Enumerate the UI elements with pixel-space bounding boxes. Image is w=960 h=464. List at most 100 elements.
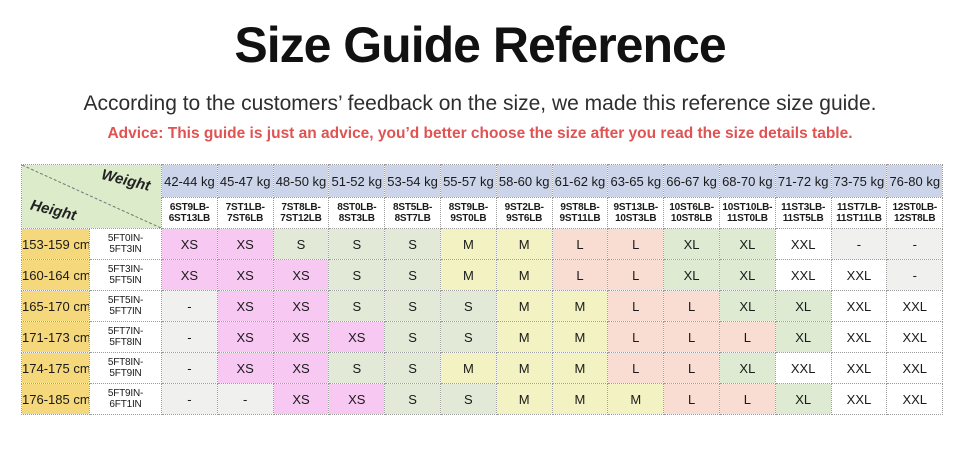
size-cell: - (830, 228, 888, 260)
weight-lb-line: 8ST0LB- (337, 202, 377, 213)
size-cell: XL (718, 290, 776, 322)
size-cell: S (328, 290, 386, 322)
height-ftin-line: 5FT7IN (109, 306, 142, 317)
diagonal-divider-line (22, 165, 161, 228)
size-cell: XL (774, 383, 832, 415)
size-cell: XS (272, 352, 330, 384)
weight-lb-line: 12ST8LB (894, 213, 936, 224)
size-cell: XS (272, 259, 330, 291)
weight-lb-line: 8ST3LB (338, 213, 375, 224)
size-cell: S (384, 321, 441, 353)
size-cell: XL (663, 228, 720, 260)
size-cell: - (886, 259, 944, 291)
size-table-row: 171-173 cm 5FT7IN- 5FT8IN - XS XS XS S S M M L L L XL X… (21, 321, 944, 353)
weight-lb-header: 8ST5LB- 8ST7LB (384, 197, 441, 229)
size-cell: M (439, 352, 497, 384)
size-cell: XXL (830, 383, 888, 415)
size-cell: S (328, 352, 386, 384)
height-ftin-line: 5FT0IN- (107, 233, 144, 244)
size-cell: M (607, 383, 665, 415)
weight-kg-header: 48-50 kg (272, 164, 330, 198)
size-guide-table: Weight Height 42-44 kg 45-47 kg 48-50 kg 51-5… (21, 164, 944, 415)
height-ftin-line: 5FT9IN (109, 368, 142, 379)
weight-kg-header: 71-72 kg (774, 164, 832, 198)
size-cell: - (161, 383, 218, 415)
size-cell: S (384, 228, 441, 260)
size-cell: XS (328, 383, 386, 415)
weight-lb-line: 7ST6LB (227, 213, 264, 224)
weight-lb-line: 8ST5LB- (393, 202, 433, 213)
size-cell: XS (272, 383, 330, 415)
size-cell: XXL (886, 352, 944, 384)
weight-lb-line: 7ST8LB- (281, 202, 321, 213)
size-cell: XS (216, 228, 274, 260)
page-title: Size Guide Reference (234, 17, 726, 73)
weight-lb-line: 9ST0LB (450, 213, 487, 224)
size-cell: M (551, 383, 609, 415)
weight-kg-header: 51-52 kg (328, 164, 386, 198)
size-cell: XXL (886, 321, 944, 353)
size-cell: XXL (830, 290, 888, 322)
size-table-row: 174-175 cm 5FT8IN- 5FT9IN - XS XS S S M M M L L XL XXL… (21, 352, 944, 384)
size-cell: L (718, 321, 776, 353)
size-cell: XS (272, 290, 330, 322)
weight-lb-line: 12ST0LB- (892, 202, 938, 213)
height-ftin-line: 5FT3IN- (107, 264, 144, 275)
size-cell: XXL (774, 352, 832, 384)
size-cell: XXL (774, 228, 832, 260)
size-cell: M (551, 290, 609, 322)
height-ftin-line: 5FT3IN (109, 244, 142, 255)
size-cell: XXL (886, 290, 944, 322)
weight-lb-header: 12ST0LB- 12ST8LB (886, 197, 944, 229)
size-cell: L (607, 259, 665, 291)
height-ftin-line: 5FT7IN- (107, 326, 144, 337)
size-cell: XXL (886, 383, 944, 415)
size-cell: XL (774, 321, 832, 353)
weight-lb-line: 8ST7LB (394, 213, 431, 224)
size-cell: S (328, 259, 386, 291)
size-cell: M (495, 290, 553, 322)
weight-lb-line: 6ST9LB- (169, 202, 209, 213)
size-cell: M (551, 321, 609, 353)
weight-lb-line: 9ST11LB (559, 213, 601, 224)
weight-kg-header: 53-54 kg (384, 164, 441, 198)
size-cell: L (607, 228, 665, 260)
weight-lb-header: 8ST9LB- 9ST0LB (439, 197, 497, 229)
size-cell: L (663, 383, 720, 415)
weight-lb-line: 10ST10LB- (722, 202, 773, 213)
weight-lb-header: 7ST1LB- 7ST6LB (216, 197, 274, 229)
weight-lb-line: 11ST0LB (726, 213, 768, 224)
size-cell: L (607, 321, 665, 353)
weight-kg-header: 45-47 kg (216, 164, 274, 198)
height-cm-cell: 171-173 cm (21, 321, 90, 353)
size-cell: - (886, 228, 944, 260)
weight-kg-header: 76-80 kg (886, 164, 944, 198)
size-cell: XXL (830, 321, 888, 353)
size-cell: L (663, 321, 720, 353)
weight-lb-header-row: 6ST9LB- 6ST13LB 7ST1LB- 7ST6LB 7ST8LB- 7ST12L… (22, 197, 944, 229)
size-cell: L (663, 352, 720, 384)
size-cell: XS (272, 321, 330, 353)
size-cell: M (495, 321, 553, 353)
weight-lb-line: 7ST12LB (280, 213, 322, 224)
weight-lb-line: 11ST5LB (782, 213, 824, 224)
weight-lb-header: 11ST7LB- 11ST11LB (830, 197, 888, 229)
size-cell: M (495, 352, 553, 384)
size-cell: L (551, 228, 609, 260)
size-cell: XL (663, 259, 720, 291)
height-ftin-cell: 5FT3IN- 5FT5IN (89, 259, 162, 291)
weight-lb-line: 11ST11LB (836, 213, 882, 224)
size-cell: M (551, 352, 609, 384)
size-cell: XS (328, 321, 386, 353)
size-cell: S (384, 352, 441, 384)
weight-lb-header: 9ST2LB- 9ST6LB (495, 197, 553, 229)
weight-kg-header: 58-60 kg (495, 164, 553, 198)
size-cell: S (384, 259, 441, 291)
weight-kg-header: 73-75 kg (830, 164, 888, 198)
size-cell: XL (718, 228, 776, 260)
height-cm-cell: 176-185 cm (21, 383, 90, 415)
size-cell: XXL (774, 259, 832, 291)
height-cm-cell: 165-170 cm (21, 290, 90, 322)
size-cell: XS (216, 352, 274, 384)
size-cell: L (607, 290, 665, 322)
